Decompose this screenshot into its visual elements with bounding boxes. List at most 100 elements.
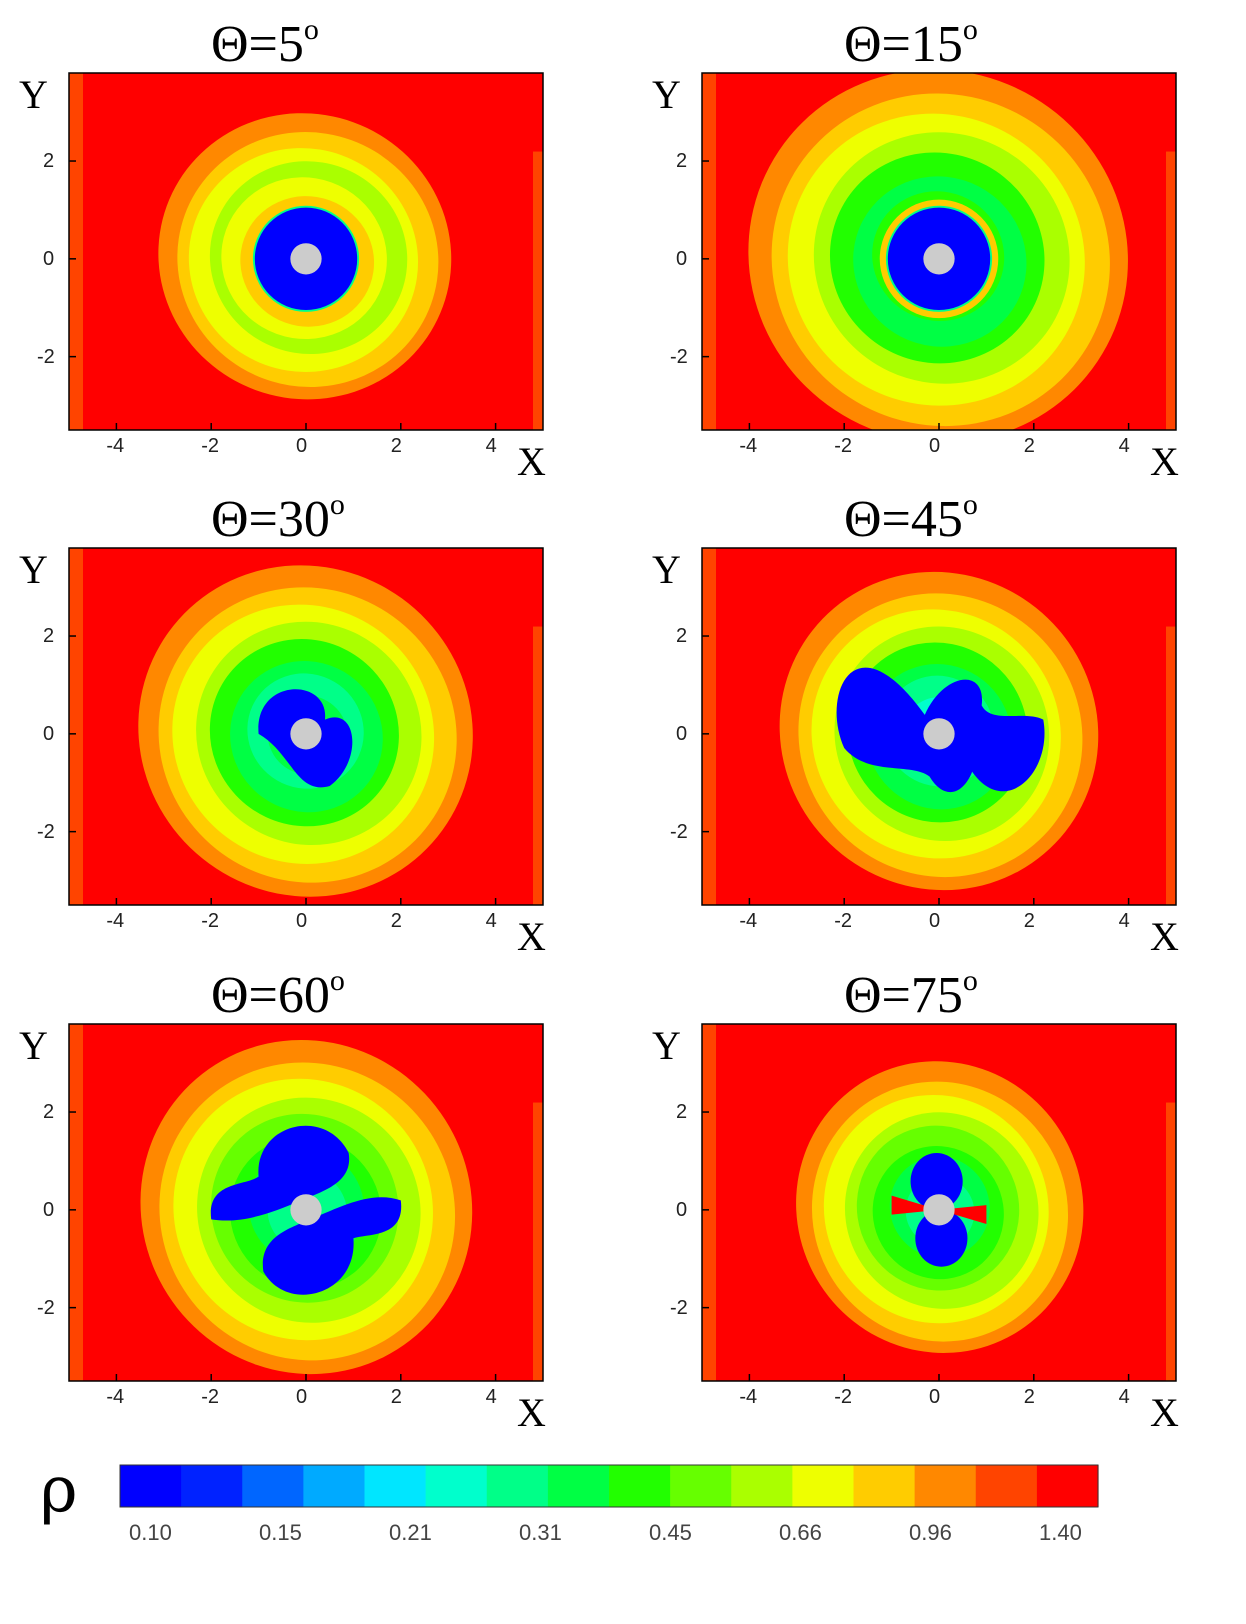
edge-band — [1166, 151, 1176, 430]
colorbar-tick-label: 0.15 — [259, 1520, 302, 1545]
x-axis-label: X — [1150, 1390, 1179, 1435]
panel-5 — [68, 1023, 544, 1382]
y-tick-label: 2 — [676, 625, 688, 648]
title-prefix: Θ= — [211, 491, 278, 548]
panel-title-3: Θ=30o — [211, 490, 345, 546]
colorbar-swatch — [425, 1465, 488, 1507]
colorbar-tick-label: 0.96 — [909, 1520, 952, 1545]
colorbar-swatch — [792, 1465, 855, 1507]
central-object — [923, 718, 955, 750]
y-axis-label: Y — [652, 1023, 681, 1068]
panel-2 — [701, 72, 1177, 431]
x-axis-label: X — [517, 914, 546, 959]
edge-band — [69, 73, 83, 430]
title-prefix: Θ= — [844, 491, 911, 548]
colorbar-swatch — [242, 1465, 304, 1507]
colorbar-swatch — [486, 1465, 549, 1507]
colorbar-frame — [119, 1464, 1099, 1508]
colorbar-swatch — [181, 1465, 243, 1507]
colorbar-tick-label: 0.21 — [389, 1520, 432, 1545]
y-tick-label: -2 — [670, 1296, 688, 1319]
panel-title-6: Θ=75o — [844, 966, 978, 1022]
central-object — [290, 718, 322, 750]
title-prefix: Θ= — [211, 16, 278, 73]
panel-title-5: Θ=60o — [211, 966, 345, 1022]
y-tick-label: 0 — [43, 722, 55, 745]
colorbar-swatch — [120, 1465, 182, 1507]
colorbar-swatch — [547, 1465, 610, 1507]
colorbar-tick-label: 0.45 — [649, 1520, 692, 1545]
panel-title-4: Θ=45o — [844, 490, 978, 546]
title-angle: 5 — [277, 16, 304, 73]
central-object — [290, 1194, 322, 1226]
panel-3 — [68, 547, 544, 906]
colorbar-swatch — [609, 1465, 671, 1507]
x-tick-label: -4 — [106, 435, 125, 457]
colorbar-swatch — [731, 1465, 793, 1507]
edge-band — [533, 1102, 543, 1381]
x-axis-label: X — [517, 1390, 546, 1435]
title-angle: 75 — [910, 967, 963, 1024]
title-angle: 30 — [277, 491, 330, 548]
y-axis-label: Y — [19, 72, 48, 117]
edge-band — [533, 151, 543, 430]
colorbar-swatch — [670, 1465, 732, 1507]
degree-mark: o — [962, 488, 978, 521]
y-tick-label: 0 — [676, 722, 688, 745]
title-angle: 15 — [910, 16, 963, 73]
x-tick-label: -4 — [739, 1386, 758, 1408]
panel-4 — [701, 547, 1177, 906]
colorbar-swatch — [364, 1465, 427, 1507]
x-tick-label: 4 — [1118, 910, 1130, 932]
x-tick-label: 0 — [296, 435, 308, 457]
colorbar-swatch — [853, 1465, 916, 1507]
x-tick-label: 2 — [390, 1386, 402, 1408]
x-axis-label: X — [517, 439, 546, 484]
x-tick-label: 0 — [929, 435, 941, 457]
y-tick-label: 2 — [43, 625, 55, 648]
central-object — [923, 243, 955, 275]
colorbar-swatch — [1036, 1465, 1099, 1507]
y-tick-label: -2 — [37, 820, 55, 843]
x-tick-label: -4 — [739, 435, 758, 457]
low-density-cavity — [210, 1125, 350, 1221]
y-tick-label: -2 — [670, 820, 688, 843]
colorbar-swatch — [303, 1465, 366, 1507]
x-tick-label: 2 — [1023, 1386, 1035, 1408]
edge-band — [69, 1024, 83, 1381]
edge-band — [1166, 626, 1176, 905]
degree-mark: o — [329, 488, 345, 521]
x-tick-label: 0 — [929, 910, 941, 932]
edge-band — [702, 548, 716, 905]
y-tick-label: -2 — [670, 345, 688, 368]
central-object — [290, 243, 322, 275]
low-density-cavity — [910, 1152, 963, 1210]
x-tick-label: 4 — [1118, 435, 1130, 457]
x-tick-label: 2 — [1023, 435, 1035, 457]
y-tick-label: 2 — [43, 1101, 55, 1124]
x-axis-label: X — [1150, 914, 1179, 959]
x-tick-label: -2 — [201, 1386, 219, 1408]
x-tick-label: 4 — [1118, 1386, 1130, 1408]
panel-6 — [701, 1023, 1177, 1382]
y-axis-label: Y — [652, 547, 681, 592]
edge-band — [702, 1024, 716, 1381]
x-tick-label: 4 — [485, 1386, 497, 1408]
colorbar-tick-label: 1.40 — [1039, 1520, 1082, 1545]
y-axis-label: Y — [652, 72, 681, 117]
colorbar-swatch — [914, 1465, 977, 1507]
colorbar-tick-label: 0.10 — [129, 1520, 172, 1545]
panel-title-1: Θ=5o — [211, 15, 319, 71]
edge-band — [702, 73, 716, 430]
edge-band — [1166, 1102, 1176, 1381]
y-axis-label: Y — [19, 1023, 48, 1068]
x-tick-label: 0 — [296, 910, 308, 932]
x-tick-label: 2 — [390, 910, 402, 932]
y-tick-label: 2 — [676, 150, 688, 173]
title-prefix: Θ= — [211, 967, 278, 1024]
x-tick-label: -2 — [834, 910, 852, 932]
central-object — [923, 1194, 955, 1226]
y-tick-label: 0 — [676, 1198, 688, 1221]
